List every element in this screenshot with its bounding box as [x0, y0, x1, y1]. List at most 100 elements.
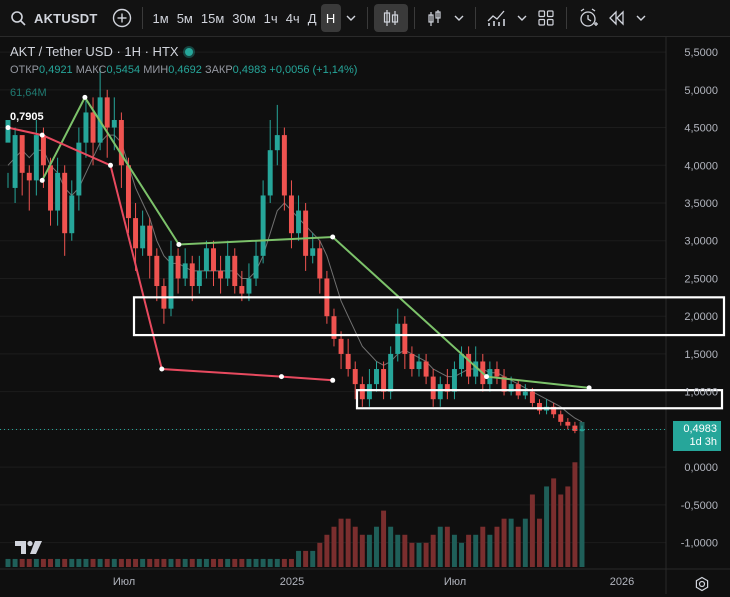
- price-axis-label: -1,0000: [681, 538, 718, 550]
- wave-point: [279, 374, 284, 380]
- volume-bar: [522, 518, 528, 567]
- moving-average-line: [7, 134, 583, 423]
- search-icon[interactable]: [6, 4, 30, 32]
- candle-body: [437, 384, 443, 400]
- volume-bar: [529, 494, 535, 567]
- chevron-down-icon[interactable]: [341, 4, 361, 32]
- wave-line-green: [41, 95, 590, 389]
- interval-5m[interactable]: 5м: [176, 10, 193, 26]
- volume-bar: [423, 542, 429, 567]
- candle-body: [288, 195, 294, 234]
- symbol-name[interactable]: AKTUSDT: [34, 10, 98, 26]
- replay-icon[interactable]: [603, 4, 631, 32]
- indicators-icon[interactable]: [482, 4, 512, 32]
- volume-bar: [473, 534, 479, 567]
- interval-4h[interactable]: 4ч: [285, 10, 300, 26]
- candle-body: [111, 120, 117, 128]
- volume-bar: [317, 542, 323, 567]
- candle-body: [430, 376, 436, 400]
- bar-style-icon[interactable]: [421, 4, 449, 32]
- volume-bar: [345, 518, 351, 567]
- volume-bar: [494, 526, 500, 567]
- time-axis-label: Июл: [113, 576, 135, 588]
- wave-point: [82, 94, 88, 100]
- support-zone-box: [132, 296, 726, 337]
- candle-body: [55, 172, 61, 211]
- candle-body: [281, 135, 287, 196]
- divider: [366, 7, 368, 29]
- candle-body: [551, 406, 557, 415]
- price-axis-label: 4,5000: [684, 123, 718, 135]
- volume-bar: [366, 534, 372, 567]
- candles-icon[interactable]: [373, 4, 408, 32]
- candle-body: [274, 135, 280, 151]
- candle-body: [572, 425, 578, 431]
- price-axis-label: 1,0000: [684, 387, 718, 399]
- candle-body: [529, 391, 535, 403]
- interval-day[interactable]: Д: [307, 10, 317, 26]
- candle-body: [225, 255, 231, 279]
- volume-bar: [430, 534, 436, 567]
- volume-bar: [161, 558, 167, 567]
- candle-body: [374, 369, 379, 385]
- candle-body: [352, 369, 358, 385]
- candle-body: [133, 218, 139, 249]
- volume-bar: [274, 558, 280, 567]
- volume-bar: [182, 558, 188, 567]
- interval-week[interactable]: Н: [320, 4, 341, 32]
- candle-body: [416, 361, 422, 370]
- candle-body: [154, 255, 160, 287]
- interval-1m[interactable]: 1м: [152, 10, 169, 26]
- interval-30m[interactable]: 30м: [232, 10, 256, 26]
- wave-point: [39, 177, 45, 183]
- volume-bar: [296, 550, 302, 567]
- volume-bar: [147, 558, 153, 567]
- volume-bar: [196, 558, 202, 567]
- volume-bar: [544, 486, 550, 567]
- volume-bar: [189, 558, 195, 567]
- candle-body: [40, 135, 46, 166]
- volume-bar: [154, 558, 160, 567]
- gear-icon[interactable]: [694, 576, 710, 597]
- volume-bar: [537, 518, 542, 567]
- candle-body: [388, 353, 394, 392]
- volume-bar: [444, 526, 450, 567]
- volume-bar: [104, 558, 110, 567]
- candle-body: [125, 165, 131, 219]
- volume-bar: [281, 558, 287, 567]
- volume-bar: [260, 558, 266, 567]
- price-axis-label: 3,0000: [684, 236, 718, 248]
- volume-bar: [211, 558, 216, 567]
- price-chart[interactable]: 5,5000 5,0000 4,5000 4,0000 3,5000 3,0000 2,50…: [0, 37, 730, 594]
- chevron-down-icon[interactable]: [449, 4, 469, 32]
- layout-grid-icon[interactable]: [532, 4, 560, 32]
- interval-1h[interactable]: 1ч: [263, 10, 278, 26]
- volume-bar: [253, 558, 259, 567]
- chevron-down-icon[interactable]: [512, 4, 532, 32]
- volume-bar: [62, 558, 68, 567]
- candle-body: [395, 323, 401, 354]
- volume-bar: [359, 534, 365, 567]
- volume-bar: [381, 510, 387, 567]
- candle-body: [253, 255, 259, 279]
- candle-body: [189, 263, 195, 287]
- chevron-down-icon[interactable]: [631, 4, 651, 32]
- alert-clock-icon[interactable]: [573, 4, 603, 32]
- wave-point: [330, 234, 336, 240]
- volume-bar: [338, 518, 344, 567]
- candle-body: [558, 414, 564, 422]
- candle-body: [203, 248, 209, 271]
- candle-body: [260, 195, 266, 256]
- price-axis-label: 0,0000: [684, 462, 718, 474]
- candle-body: [5, 120, 11, 143]
- volume-bar: [12, 558, 18, 567]
- volume-bar: [551, 478, 557, 567]
- candle-body: [147, 225, 153, 256]
- interval-15m[interactable]: 15м: [200, 10, 225, 26]
- volume-bar: [246, 558, 252, 567]
- tradingview-logo-icon[interactable]: [14, 538, 46, 561]
- add-symbol-icon[interactable]: [108, 4, 136, 32]
- time-axis-label: 2025: [280, 576, 304, 588]
- volume-bar: [76, 558, 82, 567]
- wave-point: [39, 132, 45, 138]
